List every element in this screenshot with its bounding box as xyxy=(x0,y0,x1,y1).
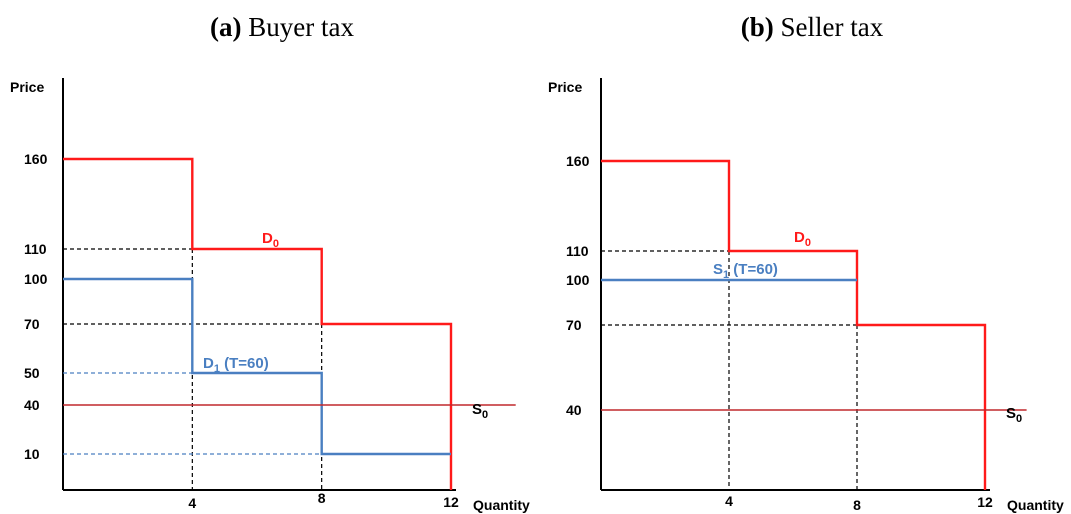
label-rest: (T=60) xyxy=(729,261,778,278)
panel-a-series-d1t60 xyxy=(63,277,451,456)
panel-a-y-tick-label: 70 xyxy=(24,316,40,332)
panel-b-series-d0 xyxy=(601,159,987,490)
panel-b-label-s1t60: S1 (T=60) xyxy=(713,261,778,281)
panel-b-y-tick-label: 70 xyxy=(566,317,582,333)
panel-b-label-d0: D0 xyxy=(794,229,811,249)
panel-a-title-text: Buyer tax xyxy=(242,12,355,42)
label-subscript: 0 xyxy=(1016,413,1022,425)
label-main: D xyxy=(262,230,273,247)
panel-a-y-tick-label: 50 xyxy=(24,365,40,381)
label-rest: (T=60) xyxy=(220,355,269,372)
label-main: D xyxy=(794,229,805,246)
label-subscript: 1 xyxy=(214,363,220,375)
panel-a-x-tick-label: 4 xyxy=(188,495,196,511)
panel-a-y-tick-label: 10 xyxy=(24,446,40,462)
panel-a-y-tick-label: 160 xyxy=(24,151,48,167)
panel-b-x-axis-label: Quantity xyxy=(1007,497,1064,513)
panel-b-y-axis-label: Price xyxy=(548,79,582,95)
label-subscript: 0 xyxy=(805,237,811,249)
panel-a-title: (a) Buyer tax xyxy=(210,12,354,42)
label-subscript: 0 xyxy=(273,238,279,250)
panel-b-x-tick-label: 8 xyxy=(853,497,861,513)
panel-a-y-tick-label: 100 xyxy=(24,271,48,287)
label-subscript: 1 xyxy=(723,269,729,281)
label-main: S xyxy=(713,261,723,278)
panel-a-x-tick-label: 12 xyxy=(443,494,459,510)
panel-b-x-tick-label: 12 xyxy=(977,494,993,510)
label-main: D xyxy=(203,355,214,372)
panel-b-title-text: Seller tax xyxy=(774,12,884,42)
panel-b-x-tick-label: 4 xyxy=(725,493,733,509)
label-subscript: 0 xyxy=(482,409,488,421)
panel-a-x-tick-label: 8 xyxy=(318,490,326,506)
panel-b-title: (b) Seller tax xyxy=(741,12,884,42)
panel-a-y-axis-label: Price xyxy=(10,79,44,95)
panel-b-y-tick-label: 110 xyxy=(566,243,589,259)
panel-a-x-axis-label: Quantity xyxy=(473,497,530,513)
panel-b-y-tick-label: 40 xyxy=(566,402,582,418)
label-main: S xyxy=(1006,405,1016,422)
panel-a-label-d0: D0 xyxy=(262,230,279,250)
panel-a-series-d0 xyxy=(63,157,453,490)
label-main: S xyxy=(472,401,482,418)
panel-b-y-tick-label: 160 xyxy=(566,153,590,169)
panel-a-y-tick-label: 110 xyxy=(24,241,47,257)
panel-a-title-prefix: (a) xyxy=(210,12,241,42)
panel-a-label-d1t60: D1 (T=60) xyxy=(203,355,269,375)
panel-a-y-tick-label: 40 xyxy=(24,397,40,413)
panel-b-y-tick-label: 100 xyxy=(566,272,590,288)
panel-b-title-prefix: (b) xyxy=(741,12,774,42)
panel-b-label-s0: S0 xyxy=(1006,405,1022,425)
panel-a-label-s0: S0 xyxy=(472,401,488,421)
